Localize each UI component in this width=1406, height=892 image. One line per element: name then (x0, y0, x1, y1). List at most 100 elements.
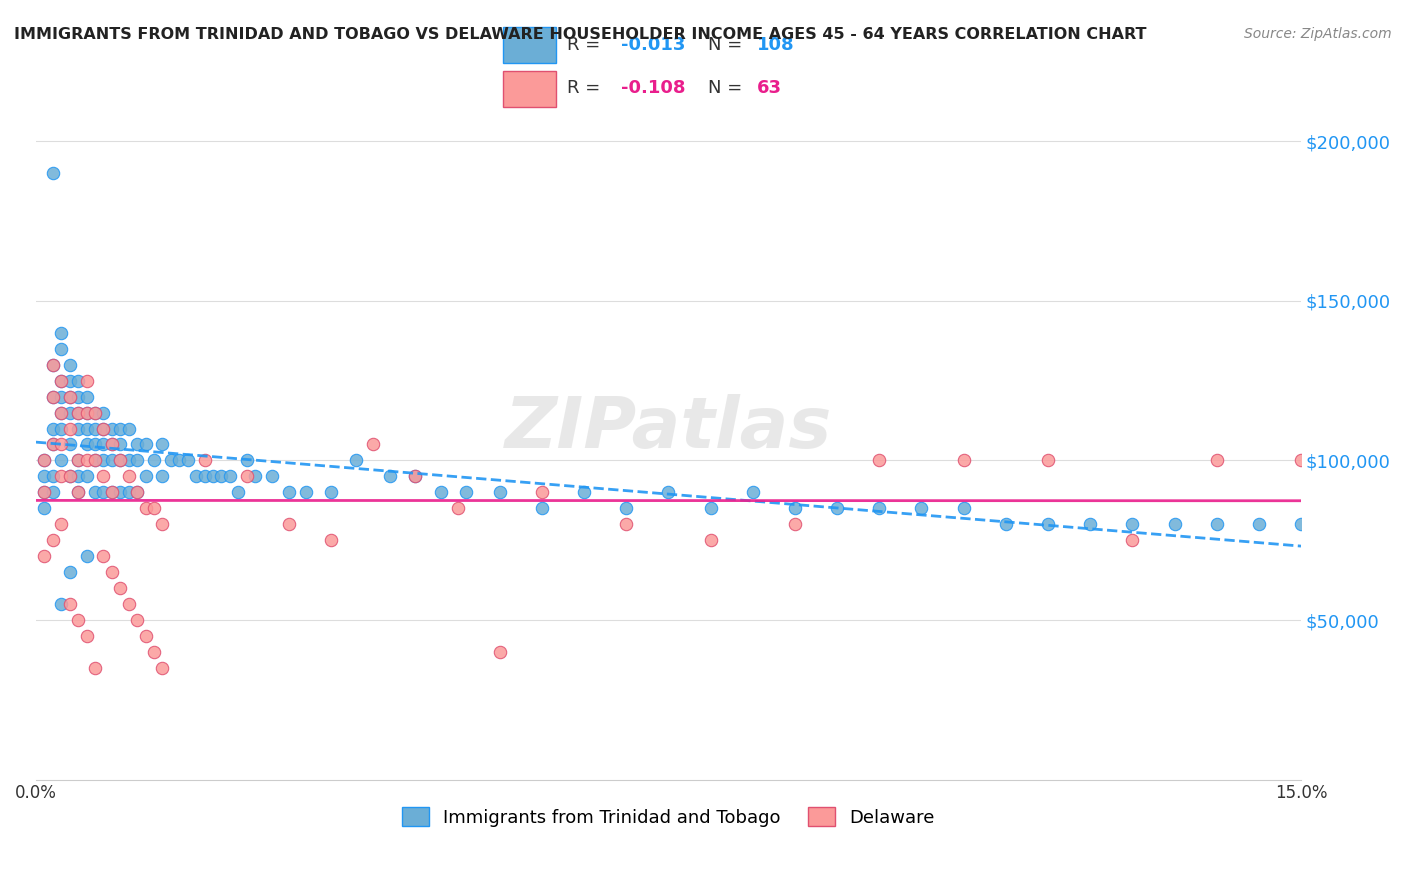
Point (42, 166, 65, 180)
Point (101, 437, 124, 451)
Point (67, 406, 90, 420)
Point (51, 406, 73, 420)
Text: -0.108: -0.108 (620, 79, 685, 97)
Point (194, 453, 217, 467)
Point (76, 390, 98, 404)
Point (202, 469, 225, 483)
Text: N =: N = (709, 37, 748, 54)
Point (278, 517, 301, 532)
Point (51, 469, 73, 483)
Point (118, 453, 141, 467)
Point (530, 501, 553, 516)
Point (84, 421, 107, 435)
Point (67, 453, 90, 467)
Point (245, 469, 267, 483)
Text: R =: R = (568, 37, 606, 54)
Point (143, 453, 166, 467)
Point (67, 469, 90, 483)
Point (42, 390, 65, 404)
Point (34, 549, 56, 564)
Point (76, 437, 98, 451)
Point (42, 437, 65, 451)
Point (169, 453, 191, 467)
Point (76, 374, 98, 388)
Text: R =: R = (568, 79, 606, 97)
Point (42, 437, 65, 451)
Point (76, 406, 98, 420)
Point (34, 453, 56, 467)
Point (59, 374, 82, 388)
Point (93, 406, 115, 420)
Point (135, 469, 157, 483)
Point (59, 390, 82, 404)
Point (143, 645, 166, 659)
Point (67, 406, 90, 420)
Point (84, 485, 107, 500)
Point (186, 469, 208, 483)
Point (110, 485, 132, 500)
Point (118, 421, 141, 435)
Point (101, 437, 124, 451)
Point (51, 374, 73, 388)
Point (110, 437, 132, 451)
Point (127, 437, 149, 451)
Text: ZIPatlas: ZIPatlas (505, 394, 832, 463)
Legend: Immigrants from Trinidad and Tobago, Delaware: Immigrants from Trinidad and Tobago, Del… (395, 800, 942, 834)
Point (67, 485, 90, 500)
Point (295, 485, 318, 500)
Point (262, 469, 284, 483)
Point (530, 485, 553, 500)
Point (127, 485, 149, 500)
Point (1205, 517, 1227, 532)
Point (76, 549, 98, 564)
Point (76, 629, 98, 643)
Point (135, 437, 157, 451)
Point (152, 437, 174, 451)
Point (84, 437, 107, 451)
Point (59, 421, 82, 435)
Point (699, 533, 721, 548)
Point (1121, 517, 1143, 532)
Point (93, 421, 115, 435)
Point (67, 485, 90, 500)
Point (93, 485, 115, 500)
Point (404, 469, 426, 483)
FancyBboxPatch shape (503, 27, 557, 63)
Point (614, 501, 637, 516)
Point (321, 485, 343, 500)
Point (211, 469, 233, 483)
Point (84, 453, 107, 467)
Text: N =: N = (709, 79, 748, 97)
Point (572, 485, 595, 500)
Point (378, 469, 401, 483)
Point (952, 453, 974, 467)
Point (868, 501, 890, 516)
Point (51, 517, 73, 532)
Point (110, 453, 132, 467)
Point (127, 485, 149, 500)
Point (101, 485, 124, 500)
Point (110, 421, 132, 435)
Point (42, 421, 65, 435)
Point (59, 565, 82, 579)
Point (51, 406, 73, 420)
Point (1163, 517, 1185, 532)
Text: IMMIGRANTS FROM TRINIDAD AND TOBAGO VS DELAWARE HOUSEHOLDER INCOME AGES 45 - 64 : IMMIGRANTS FROM TRINIDAD AND TOBAGO VS D… (14, 27, 1146, 42)
Point (346, 453, 368, 467)
Point (59, 469, 82, 483)
Point (76, 453, 98, 467)
Point (488, 645, 510, 659)
Point (34, 485, 56, 500)
Point (84, 406, 107, 420)
Point (1289, 517, 1312, 532)
Point (67, 390, 90, 404)
Point (93, 453, 115, 467)
Point (446, 501, 468, 516)
Point (135, 501, 157, 516)
Point (59, 390, 82, 404)
Point (59, 437, 82, 451)
Point (952, 501, 974, 516)
Point (42, 485, 65, 500)
Point (34, 501, 56, 516)
Point (110, 581, 132, 595)
